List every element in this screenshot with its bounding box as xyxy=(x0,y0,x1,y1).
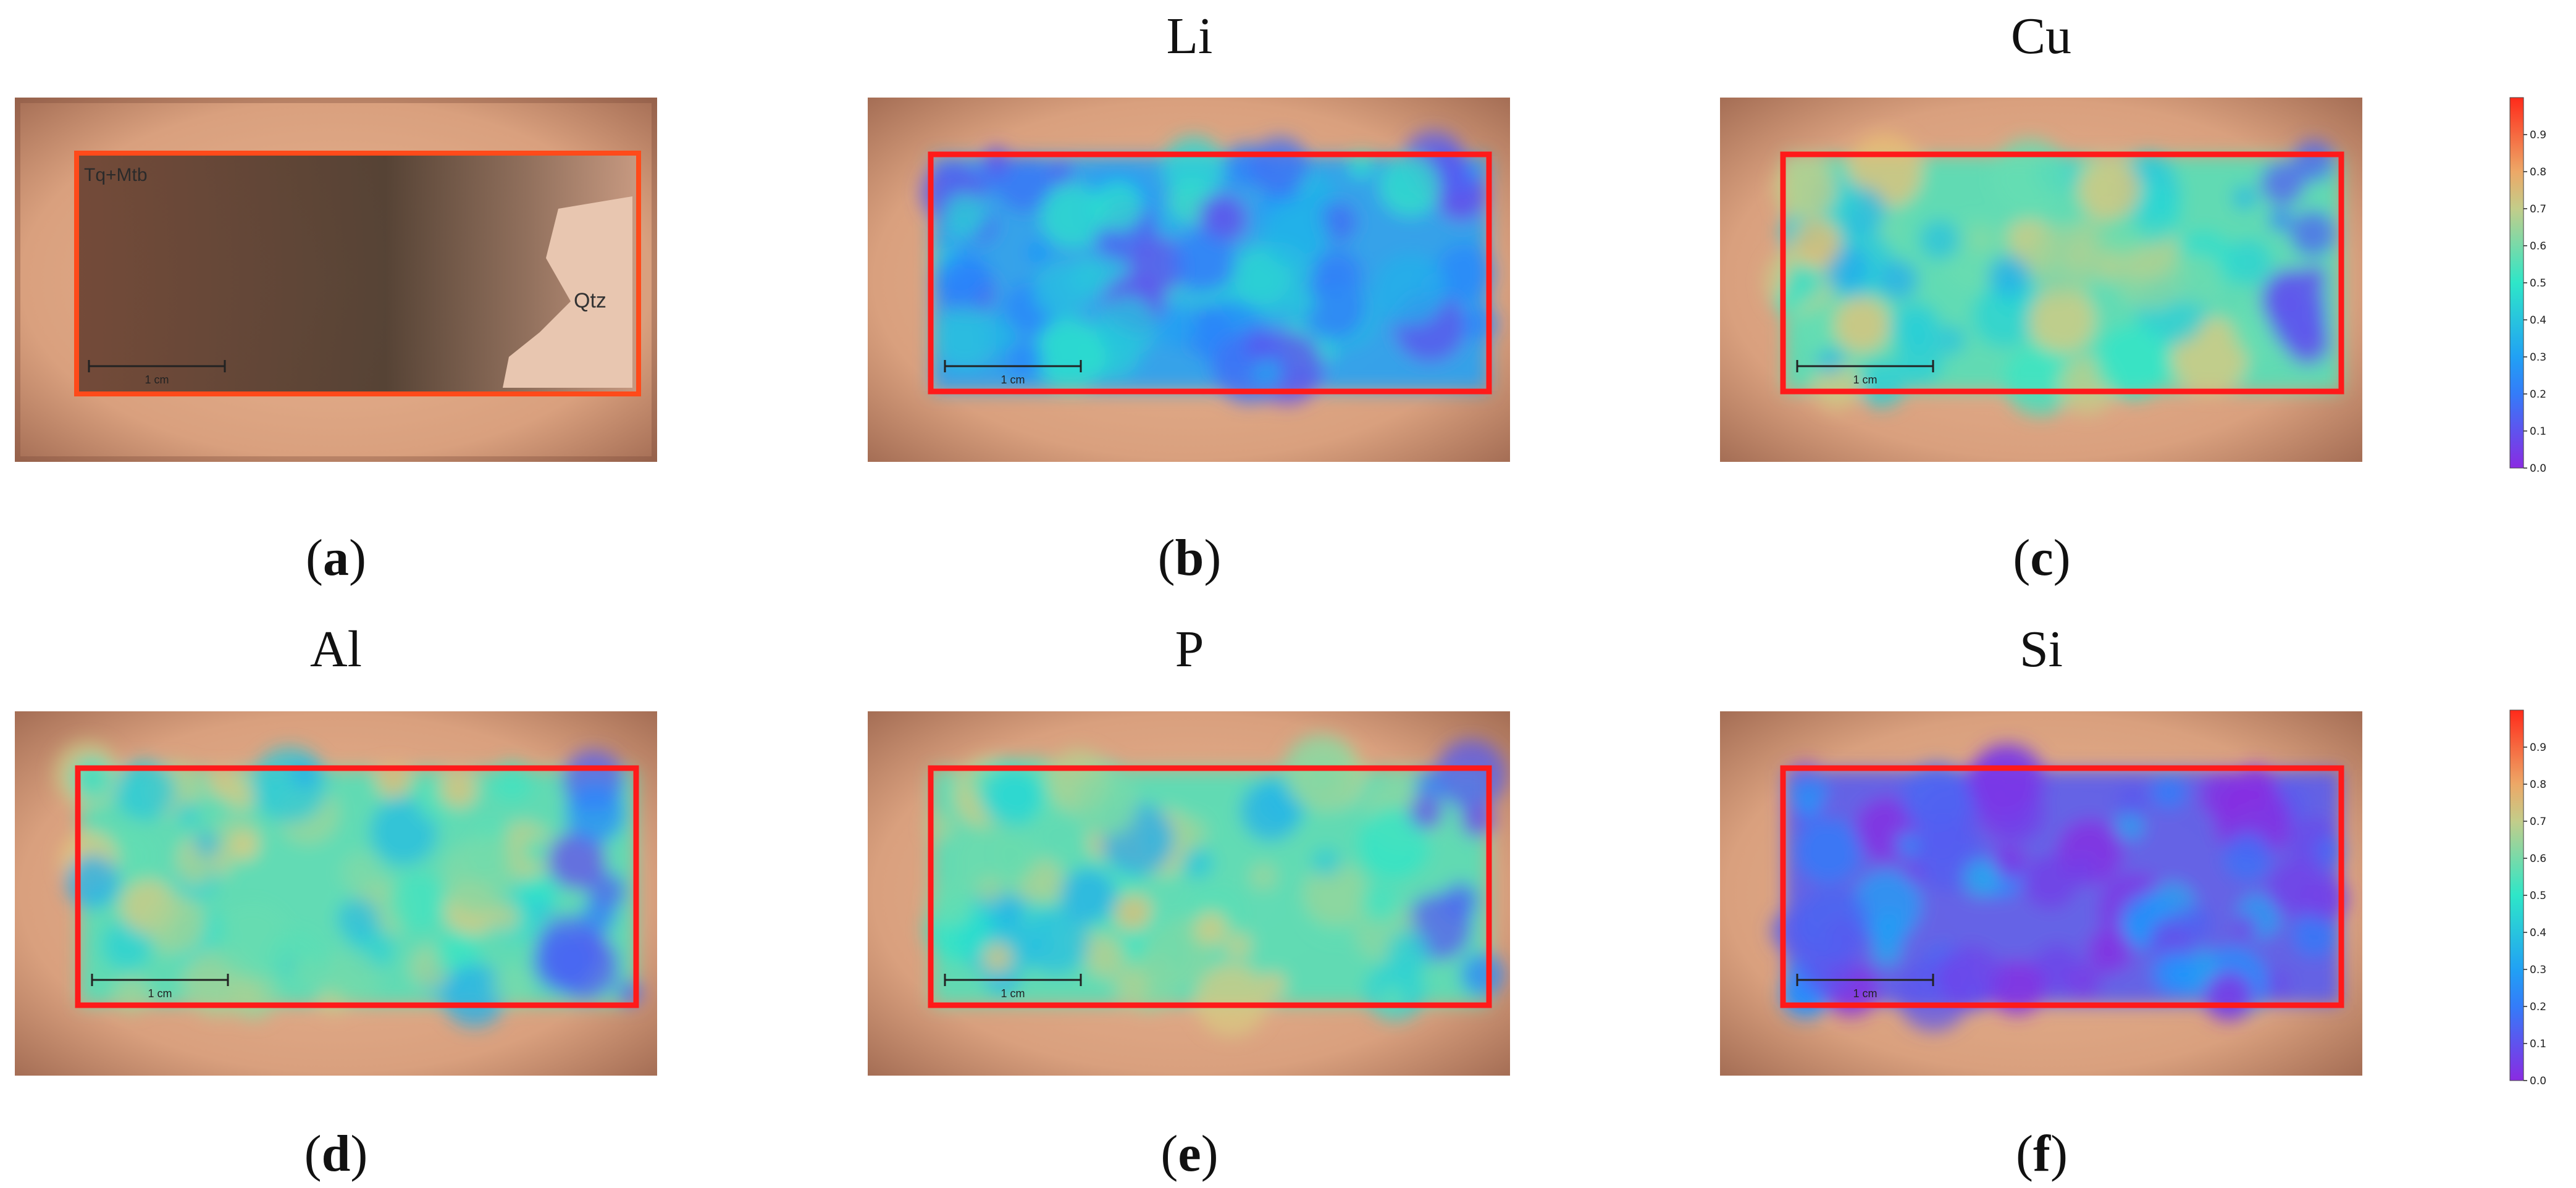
colorbar-tick-label: 0.9 xyxy=(2530,742,2546,754)
map-svg: 1 cm xyxy=(868,711,1510,1076)
colorbar-tick-label: 0.5 xyxy=(2530,890,2546,902)
element-map-p: 1 cm xyxy=(868,711,1510,1076)
colorbar-tick-label: 0.4 xyxy=(2530,314,2546,327)
colorbar-tick-label: 0.3 xyxy=(2530,351,2546,364)
colorbar-svg: 0.0 0.1 0.2 0.3 0.4 0.5 0.6 0.7 0.8 0.9 xyxy=(2509,97,2546,475)
colorbar-tick-label: 0.6 xyxy=(2530,240,2546,253)
panel-title-al: Al xyxy=(310,621,362,678)
panel-label-c: (c) xyxy=(2013,529,2071,587)
element-map-li: 1 cm xyxy=(868,98,1510,462)
map-svg: 1 cm xyxy=(1720,98,2362,462)
panel-title-li: Li xyxy=(1166,7,1213,65)
element-map-al: 1 cm xyxy=(15,711,657,1076)
colorbar-tick-label: 0.8 xyxy=(2530,779,2546,791)
colorbar-tick-label: 0.4 xyxy=(2530,927,2546,939)
colorbar-tick-label: 0.8 xyxy=(2530,166,2546,178)
annotation-tq-mtb: Tq+Mtb xyxy=(84,165,148,185)
colorbar-tick-label: 0.0 xyxy=(2530,1075,2546,1087)
colorbar-tick-label: 0.2 xyxy=(2530,1001,2546,1013)
panel-title-si: Si xyxy=(2019,621,2063,678)
scale-bar-label: 1 cm xyxy=(1001,374,1025,386)
colorbar-tick-label: 0.1 xyxy=(2530,1038,2546,1050)
panel-label-b: (b) xyxy=(1157,529,1222,587)
scale-bar-label: 1 cm xyxy=(1853,374,1877,386)
colorbar-tick-label: 0.2 xyxy=(2530,388,2546,401)
map-svg: 1 cm xyxy=(868,98,1510,462)
sample-photo-a: Tq+Mtb Qtz 1 cm xyxy=(15,98,657,462)
scale-bar-label: 1 cm xyxy=(1853,987,1877,1000)
colorbar-tick-label: 0.7 xyxy=(2530,816,2546,828)
panel-label-d: (d) xyxy=(304,1125,368,1182)
colorbar-tick-label: 0.0 xyxy=(2530,462,2546,474)
map-svg: 1 cm xyxy=(15,711,657,1076)
colorbar-tick-label: 0.9 xyxy=(2530,129,2546,141)
colorbar-top: 0.0 0.1 0.2 0.3 0.4 0.5 0.6 0.7 0.8 0.9 xyxy=(2509,91,2564,477)
colorbar-tick-label: 0.3 xyxy=(2530,964,2546,976)
scale-bar-label: 1 cm xyxy=(148,987,172,1000)
panel-label-e: (e) xyxy=(1160,1125,1219,1182)
sample-photo-svg: Tq+Mtb Qtz 1 cm xyxy=(15,98,657,462)
colorbar-tick-label: 0.5 xyxy=(2530,277,2546,290)
element-map-cu: 1 cm xyxy=(1720,98,2362,462)
scale-bar-label: 1 cm xyxy=(1001,987,1025,1000)
map-svg: 1 cm xyxy=(1720,711,2362,1076)
colorbar-tick-label: 0.1 xyxy=(2530,425,2546,438)
element-map-si: 1 cm xyxy=(1720,711,2362,1076)
colorbar-tick-label: 0.7 xyxy=(2530,203,2546,215)
colorbar-tick-label: 0.6 xyxy=(2530,853,2546,865)
panel-title-p: P xyxy=(1175,621,1204,678)
colorbar-svg: 0.0 0.1 0.2 0.3 0.4 0.5 0.6 0.7 0.8 0.9 xyxy=(2509,709,2546,1087)
scale-bar-label: 1 cm xyxy=(145,374,169,386)
panel-label-f: (f) xyxy=(2016,1125,2068,1182)
panel-title-cu: Cu xyxy=(2010,7,2072,65)
colorbar-bottom: 0.0 0.1 0.2 0.3 0.4 0.5 0.6 0.7 0.8 0.9 xyxy=(2509,704,2564,1090)
annotation-qtz: Qtz xyxy=(574,289,606,312)
panel-label-a: (a) xyxy=(306,529,366,587)
